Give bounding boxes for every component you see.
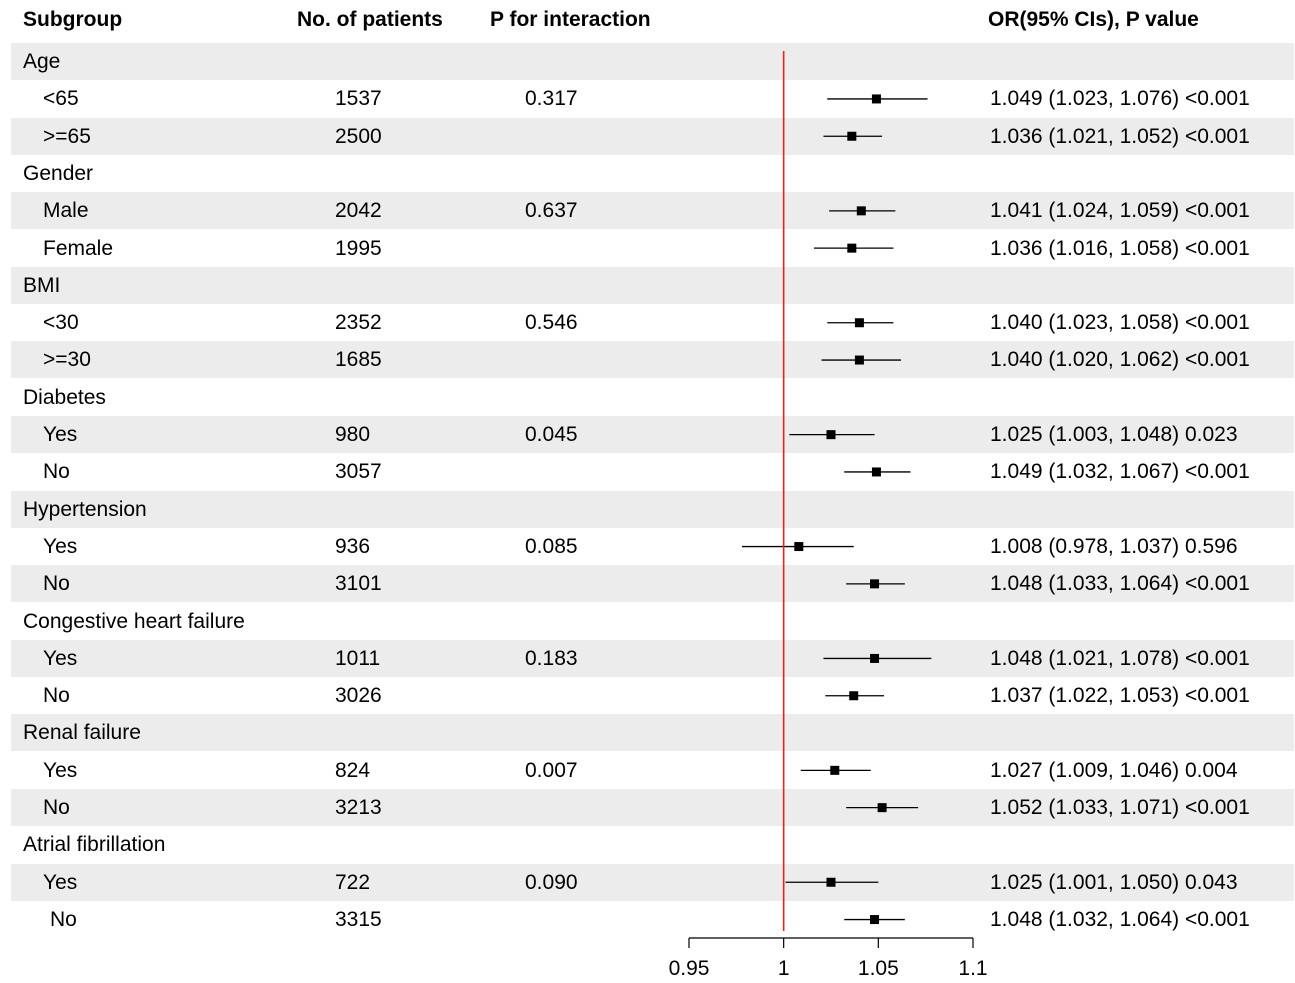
or-ci-text: 1.025 (1.003, 1.048) 0.023 xyxy=(990,423,1238,446)
subgroup-label: No xyxy=(43,572,70,596)
header-subgroup: Subgroup xyxy=(23,8,123,31)
patients-count: 1011 xyxy=(335,646,381,670)
x-tick-label: 1.1 xyxy=(958,957,987,980)
table-row: Male 2042 0.637 1.041 (1.024, 1.059) <0.001 xyxy=(11,192,1294,230)
p-interaction-value: 0.090 xyxy=(525,870,578,894)
group-row: Gender xyxy=(11,155,1294,192)
group-label: Congestive heart failure xyxy=(23,609,245,633)
p-interaction-value: 0.183 xyxy=(525,646,578,670)
patients-count: 824 xyxy=(335,758,371,782)
patients-count: 980 xyxy=(335,423,371,446)
subgroup-label: Male xyxy=(43,199,89,223)
or-ci-text: 1.049 (1.023, 1.076) <0.001 xyxy=(990,87,1250,111)
table-row: <65 1537 0.317 1.049 (1.023, 1.076) <0.001 xyxy=(11,80,1294,117)
patients-count: 1685 xyxy=(335,348,382,372)
table-row: No 3057 1.049 (1.032, 1.067) <0.001 xyxy=(11,453,1294,490)
group-row: Age xyxy=(11,43,1294,80)
group-label: Age xyxy=(23,50,61,73)
group-row: Atrial fibrillation xyxy=(11,826,1294,863)
patients-count: 2042 xyxy=(335,199,382,223)
table-row: Yes 980 0.045 1.025 (1.003, 1.048) 0.023 xyxy=(11,416,1294,453)
table-row: Female 1995 1.036 (1.016, 1.058) <0.001 xyxy=(11,230,1294,267)
subgroup-label: >=65 xyxy=(43,124,91,148)
patients-count: 936 xyxy=(335,534,371,558)
subgroup-label: No xyxy=(43,684,70,708)
or-ci-text: 1.025 (1.001, 1.050) 0.043 xyxy=(990,870,1238,894)
group-row: BMI xyxy=(11,266,1294,304)
group-row: Congestive heart failure xyxy=(11,603,1294,640)
patients-count: 3315 xyxy=(335,907,382,931)
group-label: Hypertension xyxy=(23,497,147,521)
p-interaction-value: 0.007 xyxy=(525,758,578,782)
group-row: Diabetes xyxy=(11,379,1294,416)
patients-count: 2500 xyxy=(335,124,382,148)
x-tick-label: 1 xyxy=(778,957,790,980)
group-label: Renal failure xyxy=(23,721,141,745)
subgroup-label: >=30 xyxy=(43,348,91,372)
subgroup-label: Yes xyxy=(43,758,78,782)
p-interaction-value: 0.317 xyxy=(525,87,578,111)
patients-count: 1995 xyxy=(335,236,382,260)
subgroup-label: No xyxy=(43,796,70,819)
group-label: Gender xyxy=(23,161,94,185)
p-interaction-value: 0.637 xyxy=(525,199,578,223)
x-tick-label: 0.95 xyxy=(669,957,710,980)
table-row: No 3101 1.048 (1.033, 1.064) <0.001 xyxy=(11,565,1294,603)
patients-count: 3101 xyxy=(335,572,382,596)
patients-count: 1537 xyxy=(335,87,382,111)
patients-count: 3026 xyxy=(335,684,382,708)
or-ci-text: 1.008 (0.978, 1.037) 0.596 xyxy=(990,534,1238,558)
header-patients: No. of patients xyxy=(297,8,443,31)
table-row: No 3315 1.048 (1.032, 1.064) <0.001 xyxy=(11,901,1294,938)
patients-count: 722 xyxy=(335,870,371,894)
table-row: >=30 1685 1.040 (1.020, 1.062) <0.001 xyxy=(11,341,1294,379)
table-row: No 3213 1.052 (1.033, 1.071) <0.001 xyxy=(11,789,1294,826)
subgroup-label: <65 xyxy=(43,87,79,111)
subgroup-label: Yes xyxy=(43,534,78,558)
or-ci-text: 1.036 (1.021, 1.052) <0.001 xyxy=(990,124,1250,148)
or-ci-text: 1.027 (1.009, 1.046) 0.004 xyxy=(990,758,1238,782)
or-ci-text: 1.040 (1.023, 1.058) <0.001 xyxy=(990,311,1250,335)
subgroup-label: Female xyxy=(43,236,114,260)
table-row: >=65 2500 1.036 (1.021, 1.052) <0.001 xyxy=(11,117,1294,155)
subgroup-label: No xyxy=(43,460,70,484)
patients-count: 3213 xyxy=(335,796,382,819)
subgroup-label: Yes xyxy=(43,423,78,446)
group-label: Diabetes xyxy=(23,385,106,409)
or-ci-text: 1.041 (1.024, 1.059) <0.001 xyxy=(990,199,1250,223)
subgroup-label: No xyxy=(50,907,77,931)
table-row: Yes 824 0.007 1.027 (1.009, 1.046) 0.004 xyxy=(11,752,1294,789)
group-label: BMI xyxy=(23,273,61,297)
or-ci-text: 1.040 (1.020, 1.062) <0.001 xyxy=(990,348,1250,372)
table-row: Yes 936 0.085 1.008 (0.978, 1.037) 0.596 xyxy=(11,528,1294,565)
header-or-ci: OR(95% CIs), P value xyxy=(988,8,1199,31)
header-p-interaction: P for interaction xyxy=(490,8,651,31)
or-ci-text: 1.036 (1.016, 1.058) <0.001 xyxy=(990,236,1250,260)
or-ci-text: 1.037 (1.022, 1.053) <0.001 xyxy=(990,684,1250,708)
group-row: Renal failure xyxy=(11,714,1294,752)
group-row: Hypertension xyxy=(11,490,1294,528)
table-row: <30 2352 0.546 1.040 (1.023, 1.058) <0.001 xyxy=(11,304,1294,341)
subgroup-label: Yes xyxy=(43,646,78,670)
group-label: Atrial fibrillation xyxy=(23,833,166,857)
or-ci-text: 1.048 (1.033, 1.064) <0.001 xyxy=(990,572,1250,596)
table-row: No 3026 1.037 (1.022, 1.053) <0.001 xyxy=(11,677,1294,714)
or-ci-text: 1.049 (1.032, 1.067) <0.001 xyxy=(990,460,1250,484)
subgroup-label: Yes xyxy=(43,870,78,894)
subgroup-label: <30 xyxy=(43,311,79,335)
or-ci-text: 1.052 (1.033, 1.071) <0.001 xyxy=(990,796,1250,819)
patients-count: 2352 xyxy=(335,311,382,335)
p-interaction-value: 0.085 xyxy=(525,534,578,558)
table-row: Yes 1011 0.183 1.048 (1.021, 1.078) <0.001 xyxy=(11,639,1294,677)
p-interaction-value: 0.045 xyxy=(525,423,578,446)
or-ci-text: 1.048 (1.032, 1.064) <0.001 xyxy=(990,907,1250,931)
or-ci-text: 1.048 (1.021, 1.078) <0.001 xyxy=(990,646,1250,670)
table-row: Yes 722 0.090 1.025 (1.001, 1.050) 0.043 xyxy=(11,863,1294,901)
p-interaction-value: 0.546 xyxy=(525,311,578,335)
x-tick-label: 1.05 xyxy=(858,957,899,980)
patients-count: 3057 xyxy=(335,460,382,484)
